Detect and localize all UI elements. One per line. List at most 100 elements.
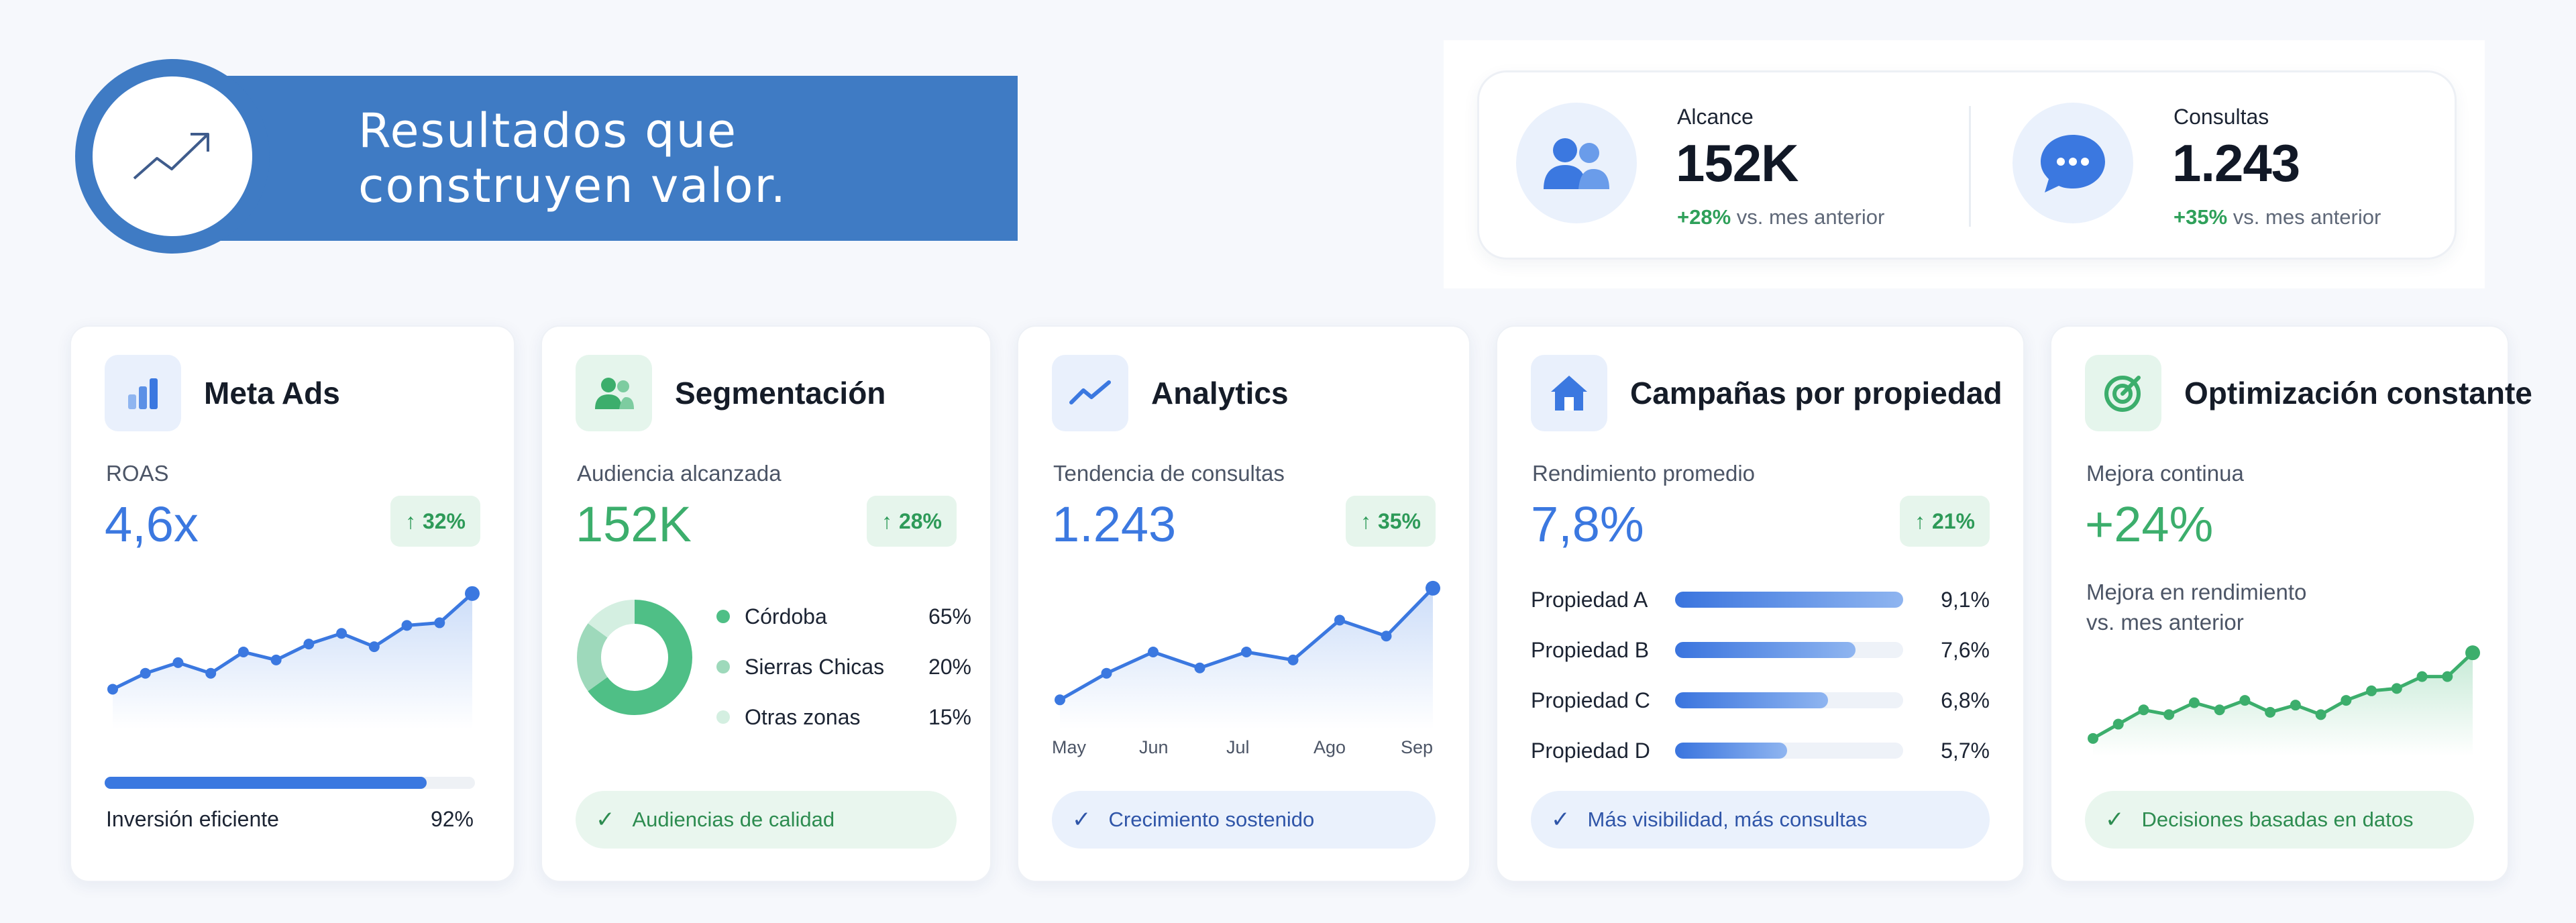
improvement-note-line: vs. mes anterior [2086, 610, 2244, 635]
status-pill-text: Audiencias de calidad [632, 808, 835, 831]
kpi-icon-circle [1516, 103, 1637, 223]
kpi-delta-value: +35% [2174, 205, 2228, 229]
property-name: Propiedad A [1531, 587, 1648, 612]
kpi-value: 1.243 [2172, 133, 2300, 193]
legend-name: Sierras Chicas [745, 654, 885, 679]
card-optimizacion: Optimización constante Mejora continua +… [2050, 325, 2532, 882]
chart-point [2188, 697, 2200, 708]
property-value: 5,7% [1941, 738, 1990, 763]
status-pill: ✓ Audiencias de calidad [576, 791, 957, 849]
property-bar [1675, 743, 1787, 759]
banner-bar: Resultados que construyen valor. [203, 76, 1018, 241]
chart-area [2093, 653, 2473, 756]
kpi-divider [1969, 106, 1971, 227]
chart-point [2239, 695, 2251, 706]
chart-point [2265, 706, 2276, 718]
property-value: 6,8% [1941, 688, 1990, 712]
card-title: Campañas por propiedad [1630, 376, 2002, 411]
chart-point [107, 684, 118, 695]
property-bar [1675, 642, 1856, 658]
legend-dot [716, 660, 730, 673]
card-title: Meta Ads [204, 376, 340, 411]
growth-badge-value: 32% [422, 508, 466, 533]
chart-point [1148, 647, 1159, 657]
status-pill-text: Crecimiento sostenido [1108, 808, 1315, 831]
metric-value: 4,6x [105, 496, 199, 552]
month-label: May [1052, 737, 1087, 757]
chart-point [368, 641, 380, 653]
kpi-alcance: Alcance 152K +28% vs. mes anterior [1479, 72, 1969, 258]
arrow-up-icon: ↑ [1360, 508, 1371, 533]
metric-label: Rendimiento promedio [1532, 461, 1756, 486]
chart-point [303, 639, 315, 650]
status-pill: ✓ Decisiones basadas en datos [2085, 791, 2474, 849]
chart-point [2290, 700, 2301, 711]
property-bar-track [1675, 592, 1903, 608]
metric-label: Tendencia de consultas [1053, 461, 1285, 486]
card-meta-ads: Meta Ads ROAS 4,6x ↑ 32% Inversión efici… [70, 325, 515, 882]
card-title: Segmentación [675, 376, 886, 411]
chart-point [336, 628, 347, 639]
status-pill: ✓ Más visibilidad, más consultas [1531, 791, 1990, 849]
card-title: Analytics [1151, 376, 1289, 411]
chart-point [2138, 704, 2149, 716]
status-pill: ✓ Crecimiento sostenido [1052, 791, 1436, 849]
kpi-label: Consultas [2174, 105, 2269, 129]
chart-point [2163, 709, 2175, 720]
growth-badge: ↑ 28% [866, 496, 957, 547]
header-banner: Resultados que construyen valor. [75, 59, 1018, 254]
page-title: Resultados que construyen valor. [358, 103, 788, 213]
legend-dot [716, 710, 730, 724]
chart-point [2465, 645, 2480, 661]
kpi-summary-card: Alcance 152K +28% vs. mes anterior Consu… [1477, 70, 2457, 260]
card-segmentacion: Segmentación Audiencia alcanzada 152K ↑ … [541, 325, 991, 882]
card-icon-box [105, 355, 181, 431]
card-icon-box [2085, 355, 2161, 431]
audience-donut-chart [577, 600, 692, 715]
card-campanas: Campañas por propiedad Rendimiento prome… [1496, 325, 2025, 882]
legend-item: Córdoba 65% [716, 600, 971, 633]
status-pill-text: Más visibilidad, más consultas [1587, 808, 1868, 831]
property-name: Propiedad D [1531, 738, 1650, 763]
kpi-label: Alcance [1677, 105, 1754, 129]
trend-arrow-icon [133, 133, 209, 180]
improvement-note-line: Mejora en rendimiento [2086, 580, 2307, 604]
chart-point [2442, 671, 2453, 682]
property-name: Propiedad B [1531, 637, 1650, 662]
chart-point [434, 617, 445, 629]
kpi-delta-suffix: vs. mes anterior [1736, 205, 1885, 229]
chart-point [1287, 654, 1299, 665]
chart-point [2088, 732, 2098, 744]
chart-line [111, 592, 474, 691]
kpi-delta: +35% vs. mes anterior [2174, 205, 2381, 229]
banner-badge-inner [93, 76, 252, 236]
arrow-up-icon: ↑ [405, 508, 416, 533]
kpi-summary-panel: Alcance 152K +28% vs. mes anterior Consu… [1444, 40, 2485, 288]
property-bar-track [1675, 743, 1903, 759]
chart-point [465, 586, 480, 601]
chart-point [2214, 704, 2225, 716]
growth-badge: ↑ 35% [1345, 496, 1436, 547]
kpi-delta-suffix: vs. mes anterior [2233, 205, 2381, 229]
check-icon: ✓ [2105, 807, 2125, 832]
bar-chart-icon [128, 378, 158, 409]
chart-point [2391, 683, 2402, 694]
property-row: Propiedad B 7,6% [1531, 633, 1990, 667]
growth-badge: ↑ 21% [1899, 496, 1990, 547]
growth-badge-value: 35% [1377, 508, 1421, 533]
legend-value: 20% [928, 654, 971, 679]
chat-bubble-icon [2041, 135, 2105, 193]
consultas-trend-chart [1055, 580, 1440, 729]
arrow-up-icon: ↑ [1914, 508, 1925, 533]
metric-value: 1.243 [1052, 496, 1177, 552]
chart-point [2112, 718, 2124, 730]
metric-label: Audiencia alcanzada [577, 461, 782, 486]
property-bar-track [1675, 692, 1903, 708]
month-axis: May Jun Jul Ago Sep [1052, 737, 1441, 764]
metric-label: ROAS [106, 461, 169, 486]
chart-point [172, 657, 184, 668]
chart-point [1426, 580, 1440, 596]
card-icon-box [1531, 355, 1607, 431]
legend-name: Otras zonas [745, 704, 861, 729]
improvement-trend-chart [2088, 645, 2480, 756]
